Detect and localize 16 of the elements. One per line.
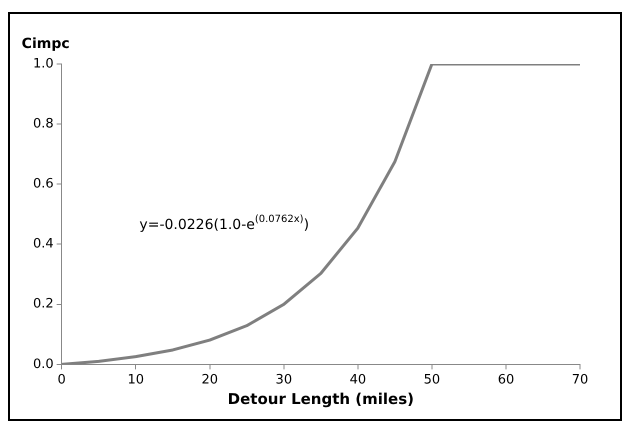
y-tick-label: 0.2 xyxy=(32,296,54,312)
x-tick-label: 20 xyxy=(201,372,218,388)
x-tick-label: 30 xyxy=(276,372,292,388)
x-tick-label: 0 xyxy=(58,372,66,388)
x-axis-title: Detour Length (miles) xyxy=(228,390,414,408)
x-tick-label: 70 xyxy=(572,372,588,388)
y-axis-title: Cimpc xyxy=(22,36,70,52)
y-tick-label: 0.8 xyxy=(32,116,54,132)
x-tick-label: 40 xyxy=(350,372,366,388)
x-tick-label: 10 xyxy=(127,372,144,388)
x-tick-label: 60 xyxy=(498,372,514,388)
x-tick-label: 50 xyxy=(424,372,440,388)
y-tick-label: 0.6 xyxy=(32,176,54,192)
y-tick-label: 0.4 xyxy=(32,236,54,252)
y-tick-label: 1.0 xyxy=(32,56,54,72)
y-tick-label: 0.0 xyxy=(32,356,54,372)
